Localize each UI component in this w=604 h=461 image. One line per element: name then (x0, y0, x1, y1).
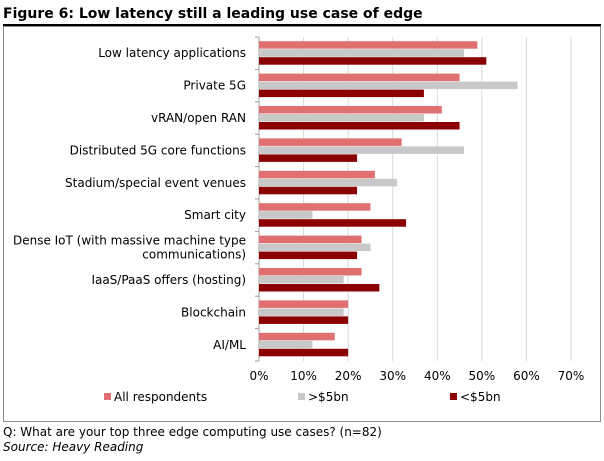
chart-area: 0% 10% 20% 30% 40% 50% 60% 70% Low latency appli… (3, 26, 601, 422)
legend-label-2: >$5bn (308, 390, 349, 404)
category-label-5: Stadium/special event venues (65, 176, 246, 190)
bar-3-3 (259, 122, 460, 130)
bar-2-8 (259, 276, 344, 284)
bar-2-5 (259, 178, 398, 187)
category-label-2: Private 5G (183, 79, 246, 93)
bar-2-1 (259, 49, 465, 57)
x-tick-label-20: 20% (335, 369, 362, 383)
category-label-9: Blockchain (181, 305, 246, 319)
bar-2-9 (259, 308, 344, 316)
legend-label-1: All respondents (114, 390, 207, 404)
figure-title: Figure 6: Low latency still a leading us… (3, 5, 601, 26)
bar-1-5 (259, 170, 375, 179)
bar-1-4 (259, 138, 402, 146)
bar-chart: 0% 10% 20% 30% 40% 50% 60% 70% Low latency appli… (13, 36, 585, 404)
bar-3-4 (259, 154, 358, 162)
category-label-3: vRAN/open RAN (151, 111, 246, 125)
category-label-4: Distributed 5G core functions (70, 143, 246, 157)
x-tick-label-60: 60% (513, 369, 540, 383)
category-label-10: AI/ML (213, 338, 246, 352)
x-tick-label-50: 50% (469, 369, 496, 383)
bar-2-7 (259, 243, 371, 252)
legend-swatch-3 (450, 393, 457, 400)
bar-1-8 (259, 268, 362, 276)
bar-2-3 (259, 114, 424, 122)
bar-1-7 (259, 235, 362, 244)
bar-3-6 (259, 219, 407, 227)
bar-2-2 (259, 81, 518, 90)
bar-3-5 (259, 186, 358, 195)
bar-2-10 (259, 340, 313, 349)
bar-1-1 (259, 41, 478, 49)
bar-3-9 (259, 316, 349, 324)
x-tick-label-70: 70% (558, 369, 585, 383)
bar-3-10 (259, 348, 349, 357)
bar-3-2 (259, 89, 424, 98)
bar-3-1 (259, 57, 487, 65)
source-note: Source: Heavy Reading (3, 440, 144, 454)
legend-label-3: <$5bn (460, 390, 501, 404)
bar-3-8 (259, 284, 380, 292)
category-label-1: Low latency applications (98, 46, 246, 60)
bar-1-10 (259, 332, 335, 341)
category-label-6: Smart city (184, 208, 246, 222)
category-label-7-line-2: communications) (142, 248, 246, 262)
x-tick-label-30: 30% (379, 369, 406, 383)
bar-1-2 (259, 73, 460, 82)
survey-question: Q: What are your top three edge computin… (3, 425, 382, 439)
bar-1-6 (259, 203, 371, 211)
category-label-8: IaaS/PaaS offers (hosting) (91, 273, 246, 287)
bar-2-4 (259, 146, 465, 154)
bar-1-3 (259, 106, 442, 114)
x-tick-label-40: 40% (424, 369, 451, 383)
bar-2-6 (259, 211, 313, 219)
bar-1-9 (259, 300, 349, 308)
legend-swatch-1 (104, 393, 111, 400)
x-tick-label-0: 0% (249, 369, 268, 383)
bar-3-7 (259, 251, 358, 260)
x-tick-label-10: 10% (290, 369, 317, 383)
legend-swatch-2 (298, 393, 305, 400)
category-label-7-line-1: Dense IoT (with massive machine type (13, 234, 246, 248)
